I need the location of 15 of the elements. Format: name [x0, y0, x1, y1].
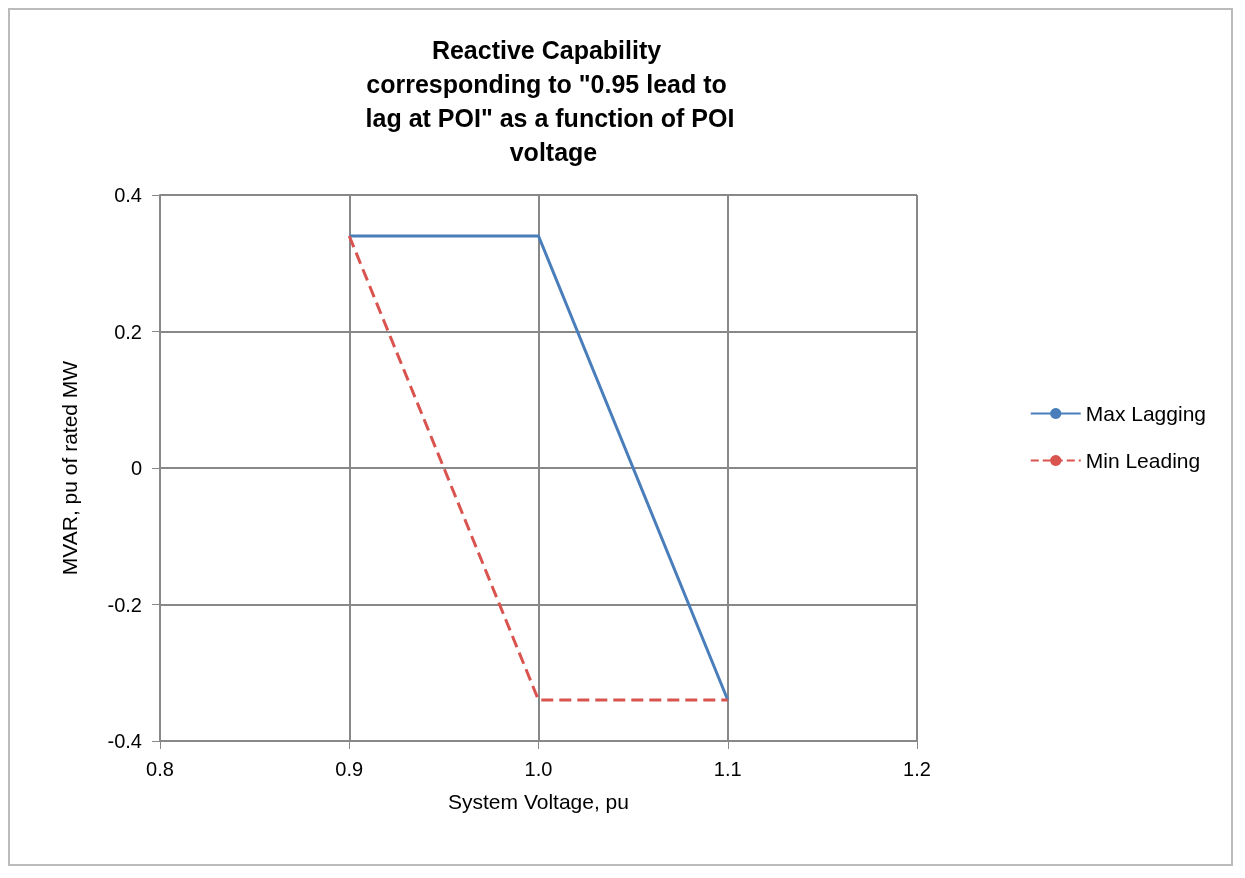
legend-label: Min Leading: [1085, 449, 1201, 472]
y-tick-label: 0.4: [114, 184, 142, 206]
x-tick-label: 0.8: [146, 758, 174, 780]
x-tick-label: 1.2: [903, 758, 931, 780]
x-tick-label: 1.0: [524, 758, 553, 780]
x-tick-label: 1.1: [713, 758, 742, 780]
x-axis-title: System Voltage, pu: [448, 790, 629, 813]
x-tick-label: 0.9: [335, 758, 364, 780]
y-tick-label: -0.4: [107, 730, 142, 752]
y-tick-label: 0.2: [114, 320, 142, 343]
y-tick-label: -0.2: [107, 593, 142, 616]
y-tick-label: 0: [130, 457, 142, 479]
legend-label: Max Lagging: [1085, 402, 1206, 425]
chart-title: Reactive Capability corresponding to "0.95 lead to lag at POI" as a function of POI voltage: [365, 36, 735, 166]
y-axis-title: MVAR, pu of rated MW: [58, 360, 81, 576]
